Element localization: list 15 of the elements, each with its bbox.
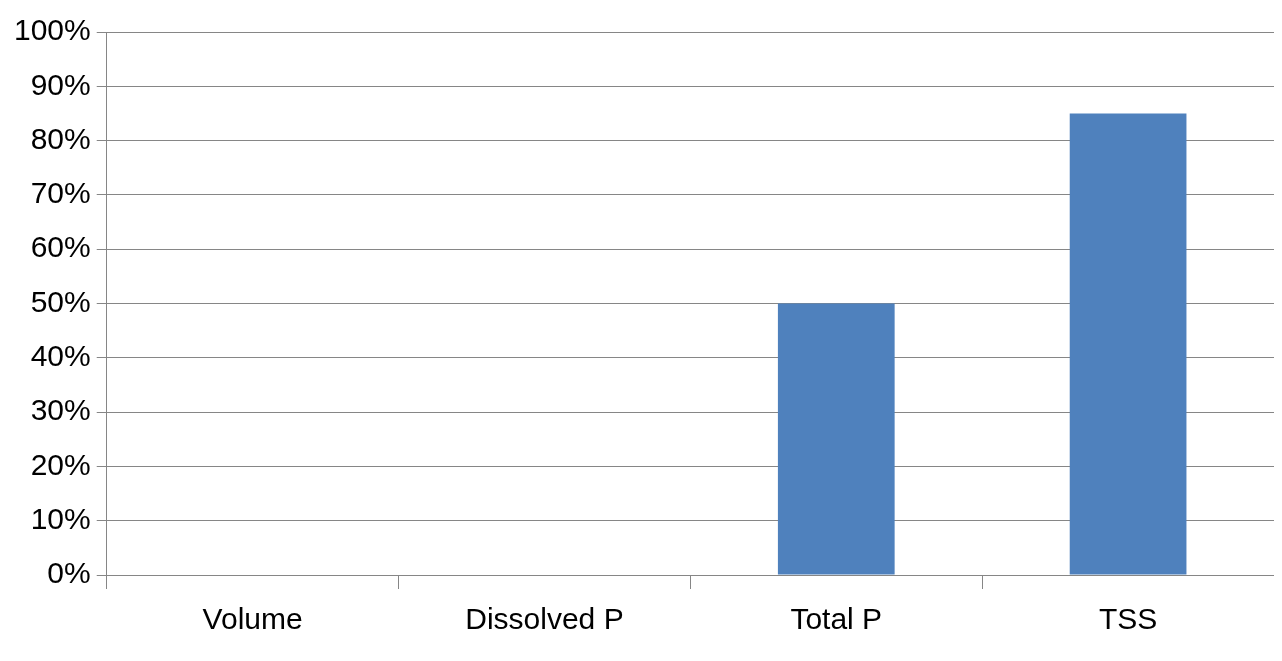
x-tick-label: Volume xyxy=(202,602,303,636)
x-tick-label: Dissolved P xyxy=(465,602,624,636)
y-tick-label: 10% xyxy=(30,501,91,535)
y-tick-label: 90% xyxy=(30,67,91,101)
y-tick-label: 40% xyxy=(30,339,91,373)
y-tick-label: 80% xyxy=(30,121,91,155)
x-tick-label: TSS xyxy=(1098,602,1158,636)
y-tick-label: 30% xyxy=(30,393,91,427)
y-tick-label: 20% xyxy=(30,447,91,481)
y-tick-label: 60% xyxy=(30,230,91,264)
y-tick-label: 70% xyxy=(30,176,91,210)
y-tick-label: 0% xyxy=(47,556,91,590)
y-tick-label: 100% xyxy=(13,13,91,47)
y-tick-label: 50% xyxy=(30,284,91,318)
x-tick-label: Total P xyxy=(790,602,883,636)
